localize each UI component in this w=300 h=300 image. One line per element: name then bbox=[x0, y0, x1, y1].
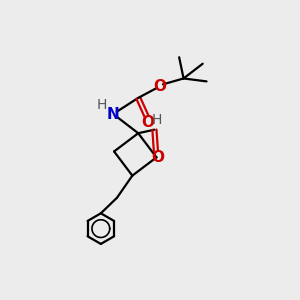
Text: H: H bbox=[152, 113, 162, 127]
Text: O: O bbox=[153, 79, 166, 94]
Text: N: N bbox=[107, 106, 120, 122]
Text: H: H bbox=[97, 98, 107, 112]
Text: O: O bbox=[151, 150, 164, 165]
Text: O: O bbox=[141, 115, 154, 130]
